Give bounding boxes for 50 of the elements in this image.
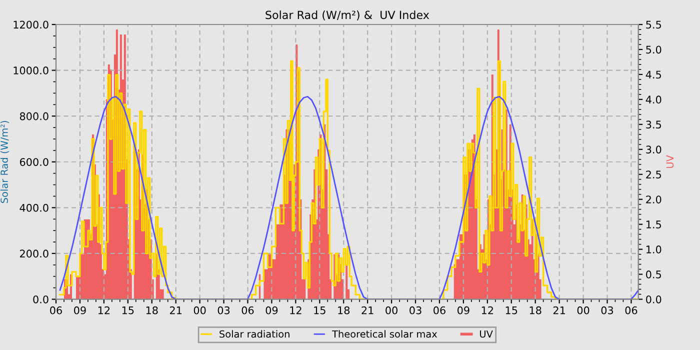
y-tick-label: 1000.0 bbox=[14, 66, 48, 74]
y2-tick-label: 2.5 bbox=[646, 170, 661, 178]
x-tick-label: 21 bbox=[362, 306, 374, 314]
y-tick-label: 800.0 bbox=[20, 112, 48, 120]
legend-label: Solar radiation bbox=[220, 330, 290, 338]
y-tick-label: 0.0 bbox=[33, 295, 48, 304]
x-tick-label: 00 bbox=[386, 306, 398, 314]
x-tick-label: 12 bbox=[290, 306, 302, 314]
x-tick-label: 06 bbox=[625, 306, 638, 314]
y-tick-label: 400.0 bbox=[20, 204, 48, 212]
x-tick-label: 09 bbox=[458, 306, 470, 314]
x-tick-label: 15 bbox=[122, 306, 134, 314]
x-tick-label: 15 bbox=[314, 306, 326, 314]
y2-tick-label: 5.5 bbox=[646, 20, 661, 29]
legend-label: Theoretical solar max bbox=[332, 330, 438, 338]
x-tick-label: 18 bbox=[146, 306, 158, 314]
x-tick-label: 09 bbox=[266, 306, 278, 314]
y-tick-label: 600.0 bbox=[20, 158, 48, 166]
x-tick-label: 21 bbox=[553, 306, 565, 314]
x-tick-label: 03 bbox=[601, 306, 614, 314]
chart-title: Solar Rad (W/m²) & UV Index bbox=[266, 10, 430, 20]
x-tick-label: 03 bbox=[410, 306, 422, 314]
y2-tick-label: 5.0 bbox=[646, 46, 662, 54]
y2-tick-label: 0.0 bbox=[646, 295, 662, 304]
y2-tick-label: 4.0 bbox=[646, 96, 662, 104]
x-tick-label: 00 bbox=[194, 306, 206, 314]
x-tick-label: 03 bbox=[218, 306, 230, 314]
x-tick-label: 06 bbox=[242, 306, 254, 314]
x-tick-label: 12 bbox=[482, 306, 493, 314]
x-tick-label: 21 bbox=[170, 306, 182, 314]
y-tick-label: 200.0 bbox=[20, 250, 48, 258]
y-axis-title: Solar Rad (W/m²) bbox=[0, 120, 10, 203]
y2-tick-label: 3.5 bbox=[646, 120, 661, 129]
y2-tick-label: 3.0 bbox=[646, 146, 662, 154]
y2-tick-label: 2.0 bbox=[646, 196, 662, 204]
x-tick-label: 18 bbox=[338, 306, 350, 314]
x-tick-label: 00 bbox=[577, 306, 590, 314]
x-tick-label: 09 bbox=[74, 306, 86, 314]
y2-axis-title: UV bbox=[666, 155, 674, 168]
y2-tick-label: 1.5 bbox=[646, 220, 661, 228]
x-tick-label: 15 bbox=[506, 306, 518, 314]
x-tick-label: 06 bbox=[434, 306, 446, 314]
x-tick-label: 12 bbox=[98, 306, 110, 314]
legend-label: UV bbox=[480, 330, 493, 338]
y2-tick-label: 4.5 bbox=[646, 70, 661, 79]
y2-tick-label: 0.5 bbox=[646, 270, 661, 278]
x-tick-label: 18 bbox=[530, 306, 542, 314]
y2-tick-label: 1.0 bbox=[646, 246, 662, 254]
x-tick-label: 06 bbox=[50, 306, 62, 314]
y-tick-label: 1200.0 bbox=[14, 20, 48, 29]
